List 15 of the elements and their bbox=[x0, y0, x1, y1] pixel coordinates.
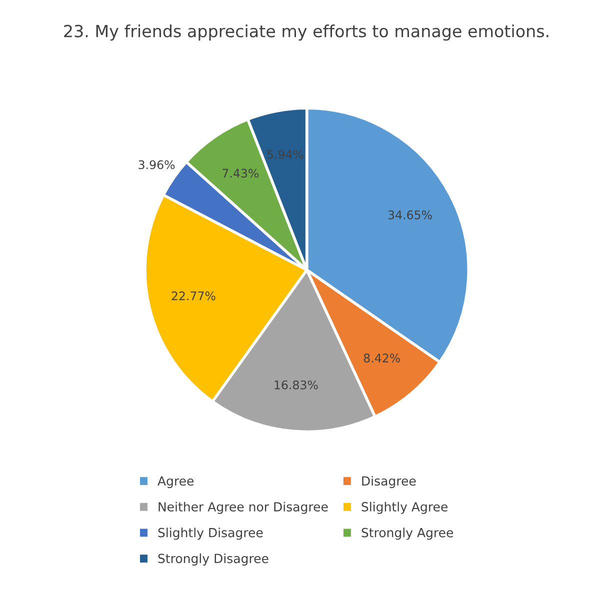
legend-label: Strongly Disagree bbox=[158, 554, 268, 566]
data-label: 34.65% bbox=[388, 210, 432, 220]
data-label: 3.96% bbox=[138, 160, 175, 170]
legend-label: Neither Agree nor Disagree bbox=[158, 502, 328, 514]
chart-title: 23. My friends appreciate my efforts to manage emotions. bbox=[64, 24, 548, 41]
legend-label: Agree bbox=[158, 476, 194, 488]
data-label: 5.94% bbox=[267, 150, 304, 159]
data-label: 16.83% bbox=[274, 380, 318, 390]
data-label: 8.42% bbox=[364, 354, 400, 362]
legend-label: Disagree bbox=[362, 476, 416, 488]
legend-label: Slightly Agree bbox=[362, 502, 448, 514]
data-label: 22.77% bbox=[172, 291, 216, 300]
legend-label: Slightly Disagree bbox=[158, 528, 263, 540]
legend-label: Strongly Agree bbox=[362, 528, 454, 540]
data-label: 7.43% bbox=[222, 168, 258, 178]
